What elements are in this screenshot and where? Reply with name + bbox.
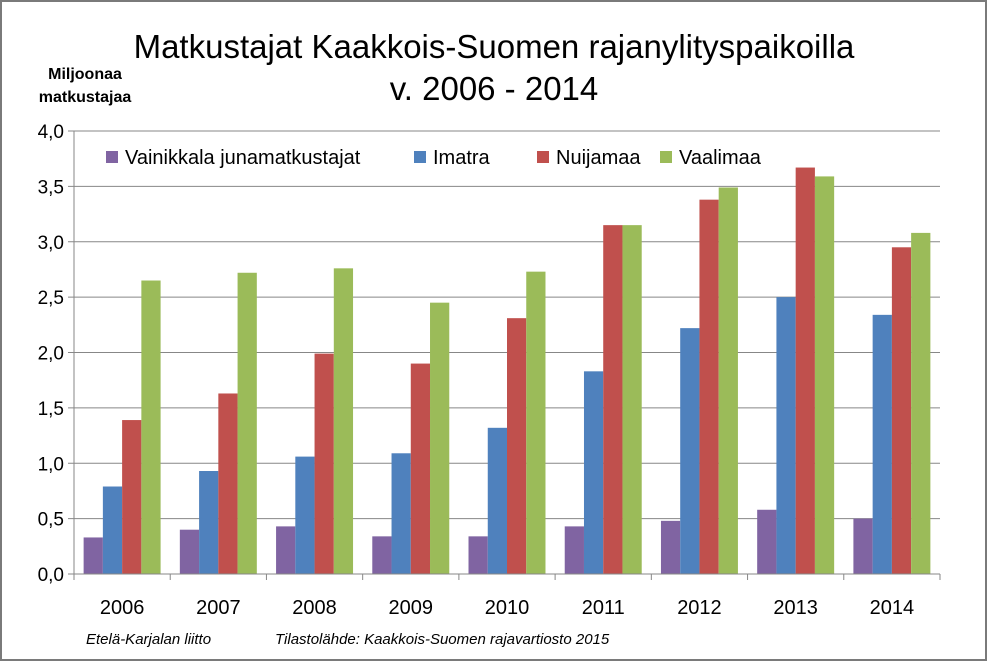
x-tick-label: 2012 <box>677 597 722 619</box>
bar <box>487 427 507 574</box>
x-tick-label: 2007 <box>196 597 241 619</box>
bar <box>122 420 142 574</box>
bar <box>660 520 681 574</box>
y-axis-label-line-2: matkustajaa <box>39 89 132 106</box>
bar <box>680 328 700 574</box>
x-tick-label: 2014 <box>870 597 915 619</box>
y-tick-label: 2,5 <box>38 288 64 309</box>
legend-swatch <box>537 151 549 163</box>
legend-swatch <box>414 151 426 163</box>
bar <box>333 268 354 574</box>
bar <box>468 536 488 574</box>
legend-label: Vainikkala junamatkustajat <box>125 147 361 169</box>
bar <box>507 318 527 574</box>
x-tick-label: 2013 <box>773 597 818 619</box>
bar <box>295 456 315 574</box>
legend-swatch <box>106 151 118 163</box>
bar <box>872 314 892 574</box>
y-tick-label: 3,0 <box>38 233 64 254</box>
bar <box>776 297 796 574</box>
legend: Vainikkala junamatkustajat Imatra Nuijamaa… <box>106 147 762 169</box>
bar <box>718 187 738 575</box>
bar <box>699 199 719 575</box>
bars <box>83 167 931 575</box>
bar <box>83 537 103 574</box>
y-tick-label: 1,5 <box>38 399 64 420</box>
bar <box>911 232 931 574</box>
y-tick-label: 1,0 <box>38 454 64 475</box>
bar <box>276 526 296 574</box>
bar <box>391 453 411 574</box>
bar <box>757 509 777 574</box>
bar <box>199 471 219 574</box>
bar <box>314 353 334 574</box>
bar <box>179 529 200 574</box>
bar <box>430 302 450 574</box>
y-tick-label: 0,5 <box>38 510 64 531</box>
bar <box>564 526 584 574</box>
footer-source-left: Etelä-Karjalan liitto <box>86 631 211 648</box>
footer-source-right: Tilastolähde: Kaakkois-Suomen rajavartio… <box>275 631 610 648</box>
chart-title-line-1: Matkustajat Kaakkois-Suomen rajanylitysp… <box>134 28 855 65</box>
axes <box>68 130 941 580</box>
x-tick-label: 2009 <box>389 597 434 619</box>
legend-label: Imatra <box>433 147 491 169</box>
x-tick-label: 2008 <box>292 597 337 619</box>
bar <box>526 271 546 574</box>
bar <box>237 272 257 574</box>
legend-label: Vaalimaa <box>679 147 762 169</box>
y-tick-labels: 0,0 0,5 1,0 1,5 2,0 2,5 3,0 3,5 4,0 <box>38 122 64 586</box>
bar <box>891 247 912 574</box>
x-tick-label: 2011 <box>582 597 625 619</box>
chart-title-line-2: v. 2006 - 2014 <box>390 70 599 107</box>
bar <box>603 225 623 574</box>
bar <box>218 393 238 574</box>
x-tick-label: 2010 <box>485 597 530 619</box>
bar <box>102 486 123 574</box>
y-tick-label: 0,0 <box>38 565 64 586</box>
x-tick-labels: 2006 2007 2008 2009 2010 2011 2012 2013 2014 <box>100 597 914 619</box>
x-tick-label: 2006 <box>100 597 145 619</box>
y-tick-label: 3,5 <box>38 177 64 198</box>
bar <box>141 280 161 574</box>
bar <box>583 371 604 574</box>
bar <box>853 518 873 574</box>
legend-label: Nuijamaa <box>556 147 641 169</box>
bar <box>372 536 392 574</box>
legend-swatch <box>660 151 672 163</box>
bar <box>410 363 431 574</box>
y-tick-label: 4,0 <box>38 122 64 143</box>
bar <box>622 225 642 574</box>
y-axis-label-line-1: Miljoonaa <box>48 66 122 83</box>
bar <box>795 167 815 575</box>
y-tick-label: 2,0 <box>38 344 64 365</box>
bar <box>814 176 835 574</box>
